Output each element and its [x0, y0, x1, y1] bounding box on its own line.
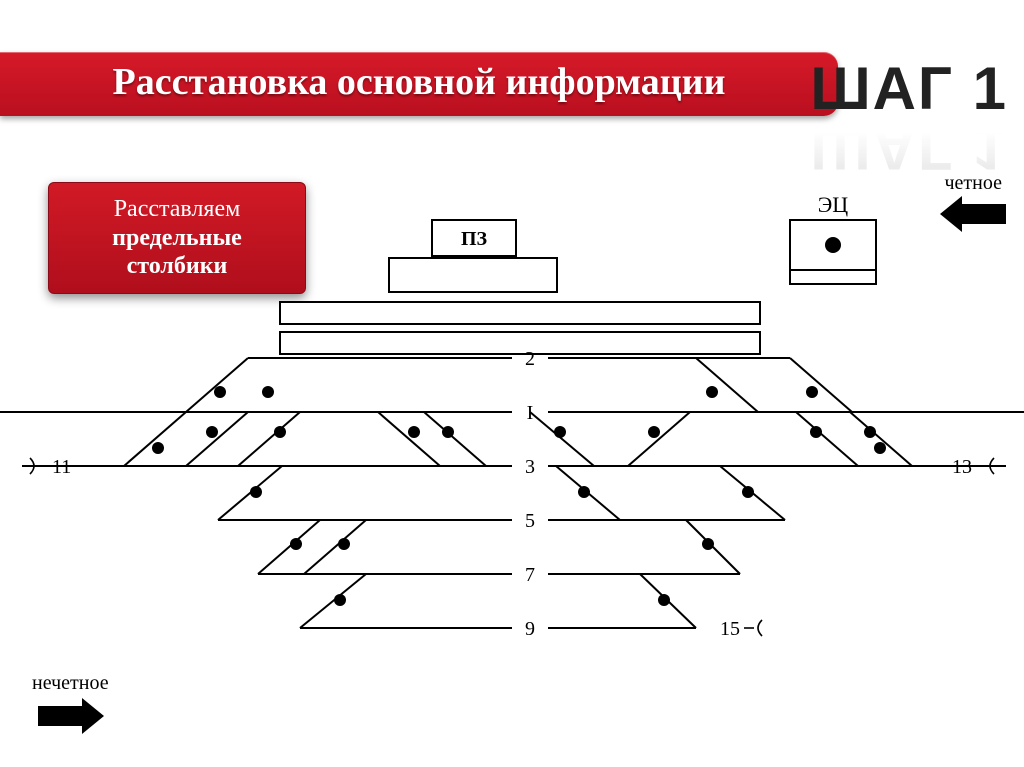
- svg-text:3: 3: [525, 456, 535, 478]
- svg-text:9: 9: [525, 618, 535, 640]
- svg-text:5: 5: [525, 510, 535, 532]
- svg-text:11: 11: [52, 456, 71, 478]
- svg-text:2: 2: [525, 348, 535, 370]
- svg-text:13: 13: [952, 456, 972, 478]
- svg-text:7: 7: [525, 564, 535, 586]
- svg-text:ПЗ: ПЗ: [461, 228, 488, 250]
- track-diagram: ПЗЭЦ2I3579111315: [0, 0, 1024, 767]
- svg-text:15: 15: [720, 618, 740, 640]
- svg-text:ЭЦ: ЭЦ: [818, 192, 849, 217]
